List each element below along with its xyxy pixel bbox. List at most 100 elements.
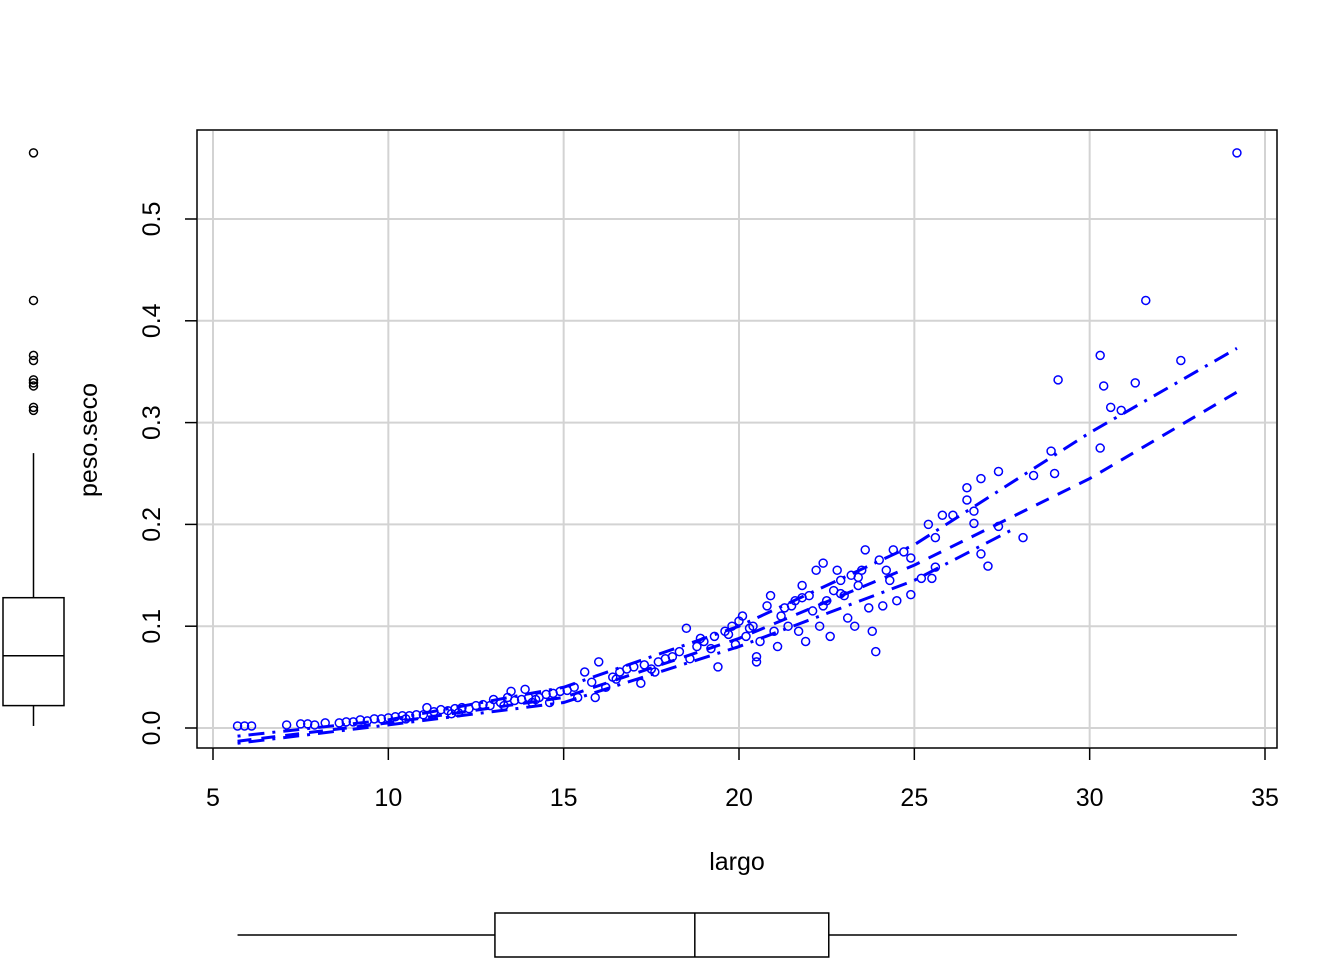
data-point (593, 657, 604, 667)
data-point (797, 580, 807, 591)
data-point (751, 651, 762, 662)
data-point (878, 601, 888, 611)
data-point (916, 573, 927, 584)
data-point (383, 713, 394, 723)
data-point (853, 580, 863, 591)
data-point (930, 562, 941, 572)
data-point (849, 621, 860, 631)
data-point (639, 660, 650, 670)
data-point (713, 662, 723, 672)
x-tick-label: 20 (725, 784, 753, 812)
data-point (906, 553, 916, 563)
data-point (667, 651, 678, 662)
data-point (993, 521, 1004, 532)
x-tick-label: 5 (206, 784, 220, 812)
data-point (899, 547, 909, 557)
data-point (401, 714, 411, 724)
data-point (1095, 443, 1105, 453)
y-boxplot-outlier (28, 350, 39, 361)
data-point (762, 601, 772, 611)
data-point (586, 677, 597, 687)
data-point (744, 623, 755, 633)
data-point (853, 572, 863, 583)
y-tick-label: 0.1 (138, 609, 166, 644)
data-point (309, 720, 320, 730)
data-point (783, 621, 793, 631)
data-point (737, 611, 748, 621)
data-point (509, 695, 520, 706)
data-point (923, 519, 934, 530)
data-point (983, 561, 993, 571)
data-point (881, 565, 892, 575)
data-point (355, 715, 366, 725)
data-point (555, 686, 565, 697)
data-point (436, 704, 446, 715)
data-point (572, 692, 583, 703)
data-point (937, 510, 948, 520)
data-point (1028, 470, 1039, 481)
data-point (709, 631, 720, 642)
y-boxplot-outlier (28, 375, 39, 385)
data-point (590, 692, 600, 703)
data-point (818, 601, 828, 611)
data-point (835, 575, 846, 586)
y-axis: 0.0 0.1 0.2 0.3 0.4 0.5 (138, 202, 197, 746)
y-boxplot-outlier (28, 148, 39, 158)
data-point (611, 674, 622, 684)
data-point (832, 565, 842, 575)
data-point (976, 473, 986, 484)
data-point (390, 712, 401, 722)
data-point (1046, 446, 1056, 456)
data-point (334, 718, 344, 728)
data-point (706, 643, 716, 654)
x-tick-label: 35 (1251, 784, 1279, 812)
data-point (1095, 350, 1105, 361)
data-point (1176, 355, 1186, 366)
data-point (927, 573, 937, 584)
scatter-points (232, 148, 1242, 731)
data-point (811, 565, 821, 575)
y-tick-label: 0.0 (138, 711, 166, 746)
smoother-center-line (237, 390, 1238, 743)
data-point (376, 714, 387, 724)
y-boxplot-box (2, 596, 65, 707)
data-point (969, 506, 979, 516)
x-tick-label: 15 (550, 784, 578, 812)
data-point (569, 682, 579, 693)
data-point (842, 613, 853, 623)
data-point (681, 623, 692, 633)
data-point (341, 717, 352, 727)
grid (198, 131, 1276, 747)
data-point (814, 621, 825, 631)
smoother-upper-line (237, 346, 1238, 738)
data-point (863, 603, 874, 613)
data-point (499, 700, 509, 711)
data-point (1141, 295, 1151, 306)
data-point (888, 545, 899, 555)
x-boxplot (237, 912, 1237, 958)
data-point (650, 667, 660, 677)
data-point (544, 697, 555, 708)
data-point (769, 626, 779, 637)
data-point (1130, 378, 1141, 388)
x-axis: 5 10 15 20 25 30 35 (206, 748, 1279, 812)
data-point (422, 702, 432, 713)
x-tick-label: 25 (900, 784, 928, 812)
x-tick-label: 10 (374, 784, 402, 812)
x-axis-title: largo (709, 848, 765, 876)
y-boxplot-outlier (28, 381, 39, 391)
data-point (1232, 148, 1242, 158)
data-point (906, 589, 916, 600)
data-point (741, 631, 751, 642)
data-point (793, 626, 804, 637)
data-point (369, 714, 380, 724)
data-point (239, 721, 250, 731)
data-point (765, 590, 776, 601)
y-tick-label: 0.4 (138, 303, 166, 338)
data-point (1049, 468, 1060, 479)
y-boxplot-outlier (28, 378, 39, 388)
data-point (295, 719, 306, 729)
data-point (751, 657, 762, 667)
data-point (755, 636, 765, 647)
